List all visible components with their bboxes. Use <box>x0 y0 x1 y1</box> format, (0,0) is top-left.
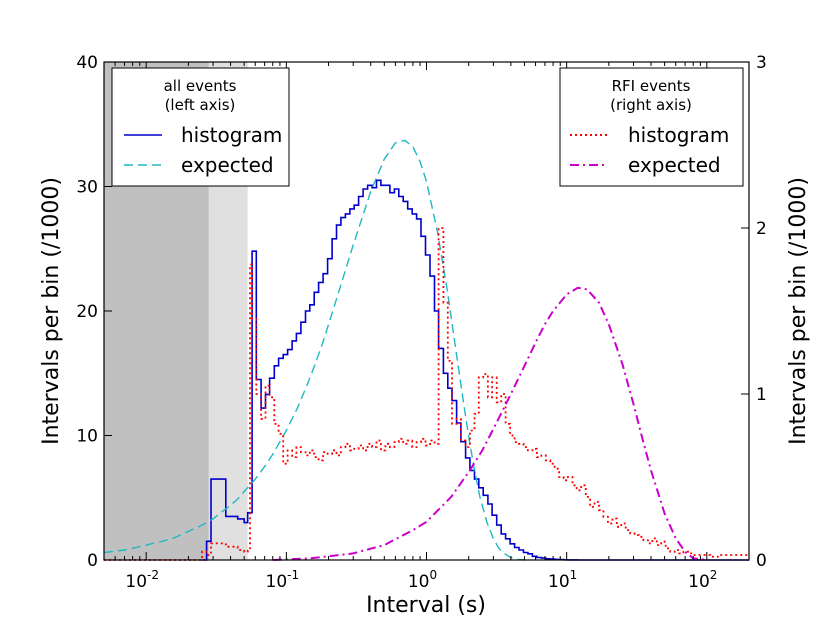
y-left-tick-label: 20 <box>76 302 98 322</box>
legend-all-title-2: (left axis) <box>165 96 236 114</box>
series-all-expected <box>103 139 525 561</box>
y-left-tick-label: 30 <box>76 178 98 198</box>
series-layer <box>103 139 749 561</box>
y-right-tick-label: 3 <box>756 53 767 73</box>
legend-rfi-title-2: (right axis) <box>610 96 692 114</box>
y-left-tick-label: 0 <box>87 551 98 571</box>
series-all-hist <box>202 179 749 561</box>
legend-all-events: all events (left axis) histogram expecte… <box>111 67 290 187</box>
x-tick-label: 10-1 <box>266 568 300 592</box>
legend-rfi-events: RFI events (right axis) histogram expect… <box>559 67 744 187</box>
y-axis-label-left: Intervals per bin (/1000) <box>39 177 64 445</box>
x-tick-label: 10-2 <box>125 568 159 592</box>
x-tick-label: 100 <box>408 568 437 592</box>
x-axis-label: Interval (s) <box>366 593 486 618</box>
legend-all-expected-label: expected <box>181 153 274 177</box>
x-tick-label: 101 <box>548 568 577 592</box>
y-axis-label-right: Intervals per bin (/1000) <box>786 177 811 445</box>
legend-all-histogram-label: histogram <box>181 123 282 147</box>
legend-rfi-expected-label: expected <box>628 153 721 177</box>
series-rfi-expected <box>272 286 707 561</box>
y-right-tick-label: 0 <box>756 551 767 571</box>
y-right-tick-label: 1 <box>756 385 767 405</box>
y-left-tick-label: 40 <box>76 53 98 73</box>
legend-rfi-title-1: RFI events <box>612 77 691 95</box>
legend-rfi-histogram-label: histogram <box>628 123 729 147</box>
series-rfi-hist <box>104 227 749 561</box>
x-tick-label: 102 <box>688 568 717 592</box>
legend-all-title-1: all events <box>164 77 237 95</box>
y-right-tick-label: 2 <box>756 219 767 239</box>
y-left-tick-label: 10 <box>76 427 98 447</box>
